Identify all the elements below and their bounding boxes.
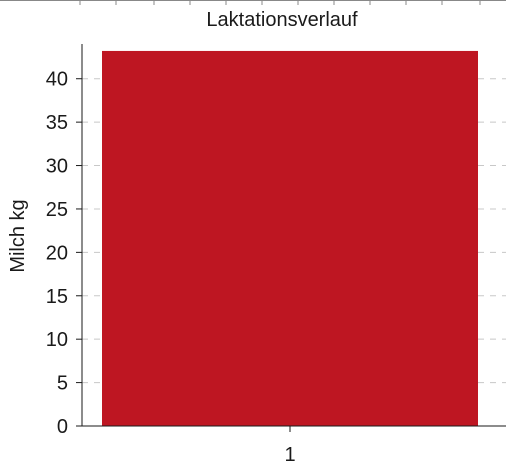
y-tick-label-25: 25 bbox=[46, 199, 68, 221]
y-tick-label-35: 35 bbox=[46, 112, 68, 134]
chart-title: Laktationsverlauf bbox=[206, 9, 358, 31]
x-tick-label-1: 1 bbox=[284, 444, 295, 466]
top-frame-ticks bbox=[79, 0, 481, 5]
y-axis: 0 5 10 15 20 25 30 35 40 bbox=[46, 44, 83, 438]
y-tick-label-40: 40 bbox=[46, 69, 68, 91]
y-tick-label-20: 20 bbox=[46, 242, 68, 264]
x-axis: 1 bbox=[82, 425, 506, 466]
y-tick-label-5: 5 bbox=[57, 373, 68, 395]
y-tick-label-15: 15 bbox=[46, 286, 68, 308]
y-tick-label-30: 30 bbox=[46, 156, 68, 178]
y-axis-label: Milch kg bbox=[7, 199, 29, 272]
bar-1 bbox=[102, 50, 478, 426]
bars bbox=[102, 50, 478, 426]
y-tick-label-10: 10 bbox=[46, 329, 68, 351]
y-tick-label-0: 0 bbox=[57, 416, 68, 438]
